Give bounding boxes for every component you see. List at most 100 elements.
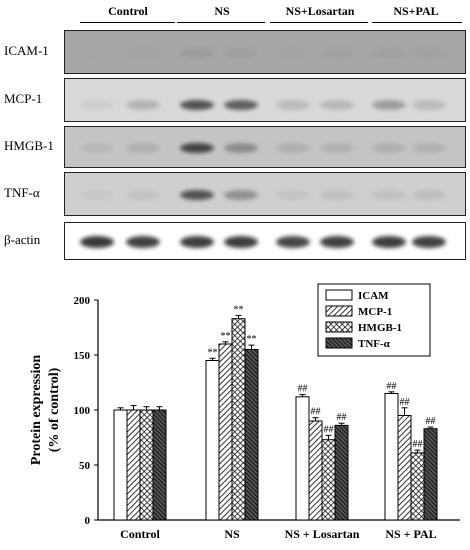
significance-mark: ## xyxy=(400,397,410,408)
blot-panel xyxy=(64,222,466,260)
x-tick-label: NS + Losartan xyxy=(285,527,360,541)
significance-mark: ** xyxy=(208,347,218,358)
blot-band xyxy=(126,236,160,248)
group-underline xyxy=(177,22,265,23)
blot-band xyxy=(180,48,214,58)
significance-mark: ## xyxy=(311,407,321,418)
bar xyxy=(139,409,154,521)
blot-band xyxy=(80,190,114,200)
blot-band xyxy=(320,236,354,248)
blot-band xyxy=(224,143,258,153)
bar xyxy=(397,415,412,521)
blot-band xyxy=(180,190,214,200)
blot-figure: Control NS NS+Losartan NS+PAL ICAM-1 MCP-1 HM… xyxy=(0,0,470,270)
blot-band xyxy=(180,236,214,248)
blot-band xyxy=(372,236,406,248)
y-axis-title: Protein expression xyxy=(29,355,44,466)
bar xyxy=(113,409,128,521)
y-tick-label: 150 xyxy=(74,350,91,362)
blot-band xyxy=(224,100,258,110)
y-tick-label: 100 xyxy=(74,405,91,417)
x-tick-label: Control xyxy=(120,527,160,541)
legend-label: TNF-α xyxy=(358,338,391,350)
blot-band xyxy=(80,48,114,58)
y-axis-title: (% of control) xyxy=(47,367,62,452)
blot-band xyxy=(180,143,214,153)
group-label: NS xyxy=(214,4,230,18)
bar xyxy=(244,349,259,521)
bar xyxy=(423,428,438,521)
blot-band xyxy=(180,100,214,110)
blot-band xyxy=(320,190,354,200)
bar xyxy=(384,393,399,521)
blot-band xyxy=(126,190,160,200)
bar xyxy=(152,409,167,521)
blot-band xyxy=(276,236,310,248)
legend-swatch xyxy=(325,289,353,301)
significance-mark: ## xyxy=(387,381,397,392)
significance-mark: ## xyxy=(324,424,334,435)
blot-label: MCP-1 xyxy=(4,91,43,106)
bar xyxy=(295,396,310,521)
legend-swatch xyxy=(325,337,353,349)
blot-band xyxy=(224,48,258,58)
blot-band xyxy=(372,190,406,200)
blot-band xyxy=(126,48,160,58)
blot-band xyxy=(126,143,160,153)
bar xyxy=(218,343,233,521)
blot-band xyxy=(276,143,310,153)
legend-swatch xyxy=(325,321,353,333)
blot-band xyxy=(412,48,446,58)
blot-band xyxy=(80,143,114,153)
bar xyxy=(321,439,336,521)
blot-band xyxy=(276,48,310,58)
blot-band xyxy=(412,190,446,200)
blot-label: β-actin xyxy=(4,232,41,247)
blot-band xyxy=(276,100,310,110)
legend-swatch xyxy=(325,305,353,317)
bar xyxy=(231,318,246,521)
blot-band xyxy=(412,236,446,248)
legend-label: HMGB-1 xyxy=(358,322,402,334)
blot-band xyxy=(412,100,446,110)
blot-band xyxy=(412,143,446,153)
blot-panel xyxy=(64,126,466,168)
bar xyxy=(334,424,349,521)
group-underline xyxy=(372,22,462,23)
blot-label: ICAM-1 xyxy=(4,43,49,58)
blot-panel xyxy=(64,172,466,216)
blot-band xyxy=(126,100,160,110)
group-underline xyxy=(80,22,175,23)
significance-mark: ** xyxy=(247,334,257,345)
legend-label: ICAM xyxy=(358,290,389,302)
significance-mark: ## xyxy=(337,412,347,423)
bar xyxy=(308,420,323,521)
blot-band xyxy=(224,190,258,200)
bar xyxy=(126,409,141,521)
bar xyxy=(410,452,425,521)
bar xyxy=(205,360,220,521)
group-label: Control xyxy=(108,4,148,18)
blot-panel xyxy=(64,30,466,74)
blot-band xyxy=(276,190,310,200)
y-tick-label: 200 xyxy=(74,295,91,307)
bar-chart: 0 50 100 150 200 Protein expression (% of cont… xyxy=(29,283,460,541)
significance-mark: ** xyxy=(221,331,231,342)
significance-mark: ## xyxy=(413,439,423,450)
blot-band xyxy=(320,100,354,110)
significance-mark: ## xyxy=(298,384,308,395)
legend: ICAM MCP-1 HMGB-1 TNF-α xyxy=(317,283,431,357)
blot-band xyxy=(372,143,406,153)
y-tick-label: 50 xyxy=(79,460,91,472)
blot-label: TNF-α xyxy=(4,185,40,200)
x-tick-label: NS + PAL xyxy=(385,527,436,541)
group-label: NS+Losartan xyxy=(285,4,355,18)
significance-mark: ** xyxy=(234,304,244,315)
group-underline xyxy=(270,22,368,23)
blot-band xyxy=(320,48,354,58)
legend-label: MCP-1 xyxy=(358,306,392,318)
significance-mark: ## xyxy=(426,416,436,427)
blot-band xyxy=(80,100,114,110)
blot-band xyxy=(372,48,406,58)
blot-band xyxy=(320,143,354,153)
